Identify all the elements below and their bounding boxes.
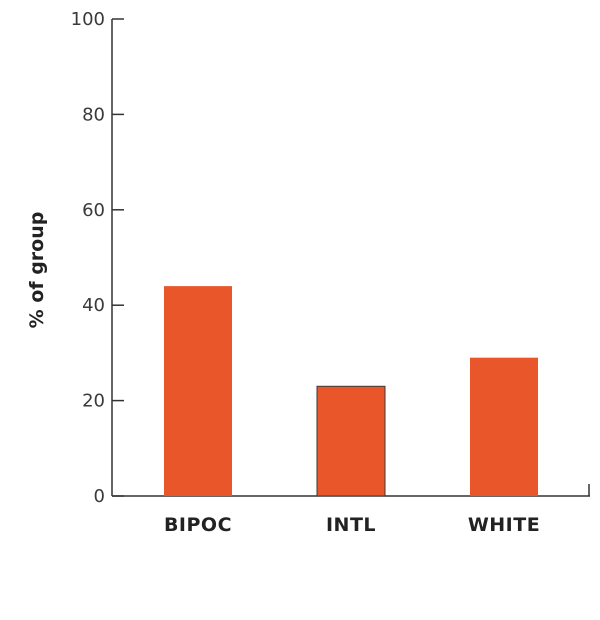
y-tick-label: 40 xyxy=(82,295,105,316)
category-labels: BIPOC INTL WHITE xyxy=(164,514,540,536)
category-label-bipoc: BIPOC xyxy=(164,514,232,536)
bar-intl xyxy=(316,385,386,497)
y-tick-label: 0 xyxy=(94,486,105,507)
y-tick-label: 20 xyxy=(82,391,105,412)
category-label-intl: INTL xyxy=(326,514,376,536)
y-tick-label: 80 xyxy=(82,104,105,125)
category-label-white: WHITE xyxy=(468,514,540,536)
y-axis-title: % of group xyxy=(26,212,48,329)
bars xyxy=(164,286,538,497)
y-axis: 0 20 40 60 80 100 xyxy=(71,9,124,507)
y-tick-label: 60 xyxy=(82,200,105,221)
bar-white xyxy=(470,357,538,496)
bar-bipoc xyxy=(164,286,232,496)
y-tick-label: 100 xyxy=(71,9,105,30)
